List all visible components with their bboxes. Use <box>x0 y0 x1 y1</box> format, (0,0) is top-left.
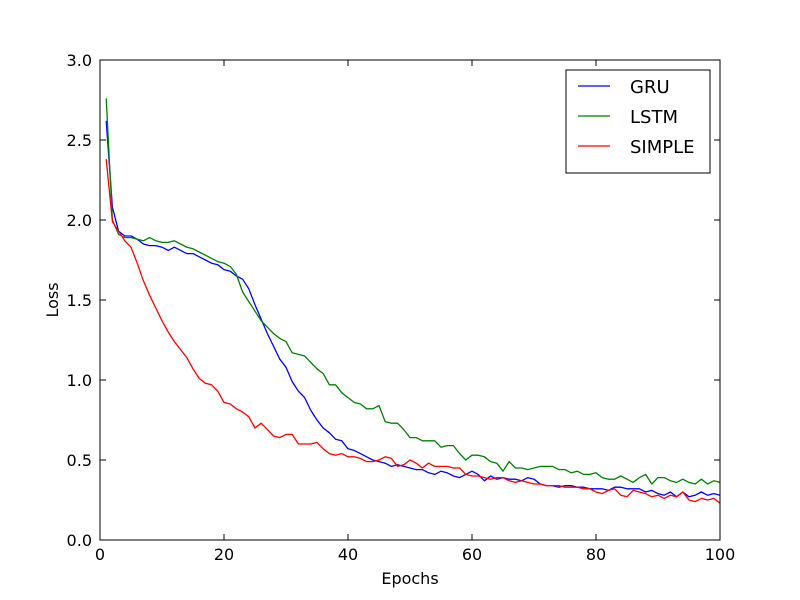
legend-label-gru: GRU <box>630 77 670 98</box>
x-tick-label: 40 <box>338 545 358 564</box>
x-tick-label: 100 <box>705 545 736 564</box>
legend-label-simple: SIMPLE <box>630 137 695 158</box>
series-layer <box>105 98 721 504</box>
x-tick-label: 0 <box>95 545 105 564</box>
x-tick-label: 80 <box>586 545 606 564</box>
y-tick-label: 1.5 <box>67 291 92 310</box>
x-tick-label: 60 <box>462 545 482 564</box>
y-tick-label: 0.5 <box>67 451 92 470</box>
x-tick-label: 20 <box>214 545 234 564</box>
legend-label-lstm: LSTM <box>630 107 678 128</box>
y-tick-label: 2.0 <box>67 211 92 230</box>
y-tick-label: 1.0 <box>67 371 92 390</box>
series-line-gru <box>105 120 721 498</box>
x-axis-label: Epochs <box>381 569 438 588</box>
y-axis-label: Loss <box>43 282 62 317</box>
y-tick-label: 2.5 <box>67 131 92 150</box>
series-line-lstm <box>105 98 721 485</box>
tick-layer: 0 20 40 60 80 100 0.0 0.5 1.0 1.5 2.0 2.5 3.0 <box>67 51 736 564</box>
y-tick-label: 3.0 <box>67 51 92 70</box>
legend-box <box>565 69 711 174</box>
series-line-simple <box>105 159 721 504</box>
legend: GRU LSTM SIMPLE <box>565 69 711 174</box>
y-tick-label: 0.0 <box>67 531 92 550</box>
